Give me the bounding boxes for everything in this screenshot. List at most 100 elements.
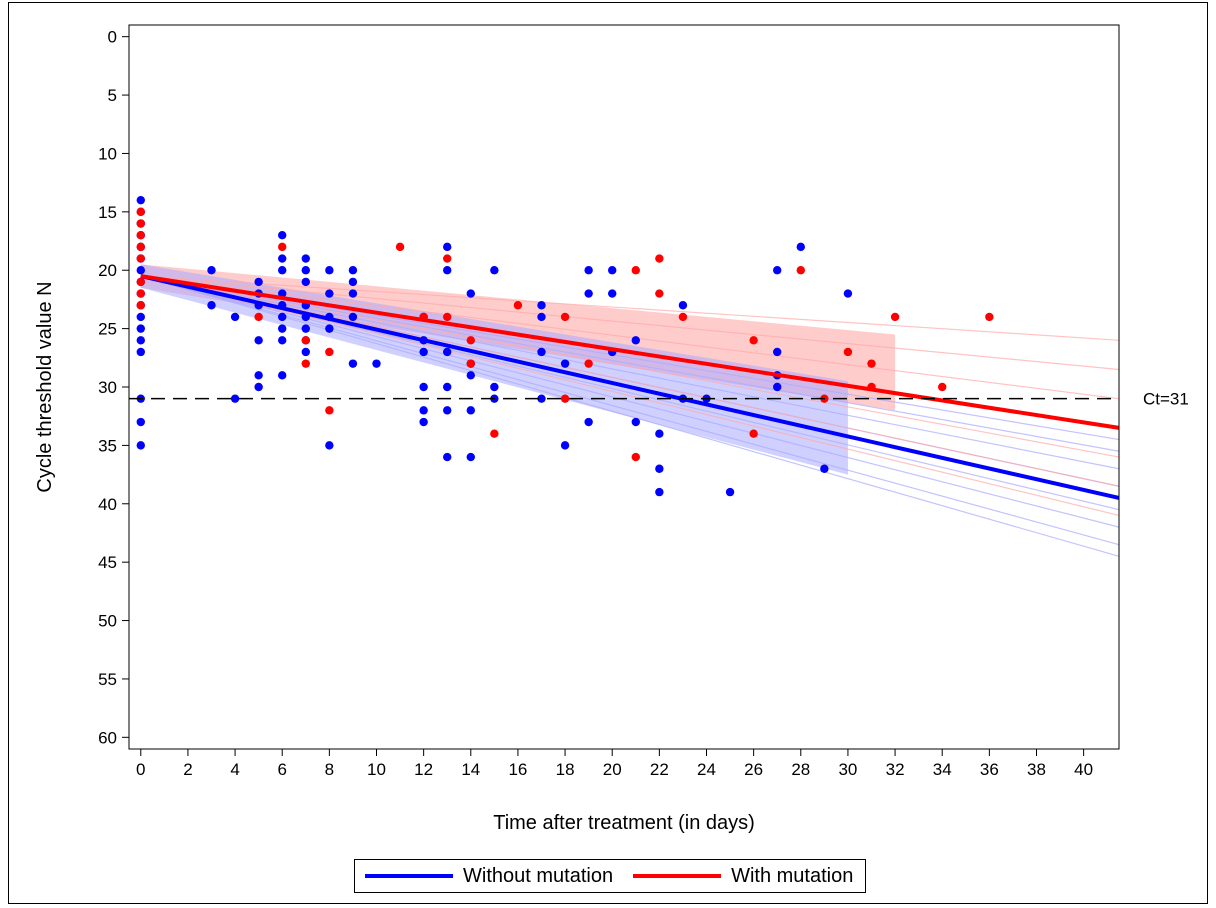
- point-without-mutation-37: [301, 266, 310, 275]
- y-tick-label-10: 10: [98, 144, 117, 163]
- y-axis-title: Cycle threshold value N: [34, 281, 56, 492]
- x-tick-label-28: 28: [791, 760, 810, 779]
- point-without-mutation-88: [631, 417, 640, 427]
- point-without-mutation-76: [537, 312, 546, 322]
- point-with-mutation-23: [560, 394, 570, 403]
- point-with-mutation-39: [985, 312, 994, 322]
- point-with-mutation-20: [490, 429, 499, 438]
- x-tick-label-22: 22: [650, 760, 669, 779]
- point-with-mutation-30: [749, 336, 758, 345]
- legend-item-without-mutation: Without mutation: [365, 865, 613, 888]
- point-with-mutation-13: [325, 406, 334, 415]
- x-tick-label-8: 8: [325, 760, 334, 779]
- point-without-mutation-101: [820, 464, 829, 473]
- x-tick-label-40: 40: [1074, 760, 1093, 779]
- reference-line-label: Ct=31: [1143, 390, 1189, 409]
- point-without-mutation-58: [419, 382, 428, 392]
- x-tick-label-10: 10: [367, 760, 386, 779]
- point-without-mutation-45: [325, 289, 334, 298]
- x-tick-label-18: 18: [556, 760, 575, 779]
- point-without-mutation-66: [443, 452, 452, 462]
- x-tick-label-2: 2: [183, 760, 192, 779]
- y-tick-label-0: 0: [108, 28, 117, 47]
- point-without-mutation-48: [325, 441, 334, 450]
- point-without-mutation-71: [466, 452, 475, 462]
- point-without-mutation-24: [254, 336, 263, 345]
- point-without-mutation-41: [301, 324, 310, 333]
- fit-line-without-mutation: [140, 274, 1120, 500]
- point-with-mutation-21: [513, 301, 523, 310]
- point-without-mutation-53: [348, 359, 358, 368]
- point-with-mutation-6: [136, 289, 145, 298]
- point-with-mutation-12: [325, 347, 334, 357]
- point-with-mutation-24: [584, 359, 593, 368]
- point-without-mutation-6: [136, 266, 145, 275]
- point-with-mutation-14: [395, 242, 405, 252]
- scatter-chart: Ct=31 0 2 4 6 8 10 12 14 16 18 20 22 24 26 28 30 32 34 36 3…: [34, 24, 1189, 834]
- y-tick-label-35: 35: [98, 436, 117, 455]
- point-without-mutation-36: [301, 254, 310, 263]
- fan-line-without-mutation-1: [140, 275, 1120, 546]
- x-tick-label-0: 0: [136, 760, 145, 779]
- point-with-mutation-19: [466, 359, 475, 368]
- x-tick-label-4: 4: [230, 760, 239, 779]
- point-without-mutation-63: [443, 347, 452, 357]
- point-without-mutation-60: [419, 417, 428, 427]
- point-with-mutation-3: [136, 242, 145, 252]
- point-without-mutation-95: [725, 487, 735, 497]
- point-without-mutation-15: [136, 417, 145, 427]
- point-without-mutation-54: [372, 359, 381, 368]
- point-without-mutation-34: [278, 336, 287, 345]
- point-without-mutation-75: [537, 301, 546, 310]
- point-without-mutation-73: [490, 382, 499, 392]
- fan-line-with-mutation-0: [140, 275, 1120, 341]
- point-without-mutation-100: [796, 242, 805, 252]
- point-with-mutation-32: [796, 266, 805, 275]
- point-with-mutation-29: [678, 312, 688, 322]
- fan-line-with-mutation-2: [140, 275, 1120, 400]
- y-tick-label-45: 45: [98, 553, 117, 572]
- point-with-mutation-28: [655, 289, 664, 298]
- point-without-mutation-16: [136, 441, 145, 450]
- point-without-mutation-84: [608, 266, 617, 275]
- point-without-mutation-21: [254, 277, 263, 287]
- point-with-mutation-35: [867, 359, 876, 368]
- point-without-mutation-70: [466, 406, 475, 415]
- x-tick-label-20: 20: [603, 760, 622, 779]
- point-with-mutation-0: [136, 207, 145, 217]
- point-without-mutation-87: [631, 336, 640, 345]
- point-with-mutation-11: [301, 359, 310, 368]
- point-without-mutation-62: [443, 266, 452, 275]
- y-tick-label-30: 30: [98, 378, 117, 397]
- point-with-mutation-38: [938, 382, 947, 392]
- point-without-mutation-77: [537, 347, 546, 357]
- point-with-mutation-31: [749, 429, 758, 438]
- point-with-mutation-4: [136, 254, 145, 263]
- y-tick-label-25: 25: [98, 320, 117, 339]
- legend: Without mutation With mutation: [354, 859, 867, 893]
- point-without-mutation-33: [278, 324, 287, 333]
- fit-line-with-mutation: [140, 274, 1120, 430]
- point-without-mutation-85: [608, 289, 617, 298]
- point-without-mutation-59: [419, 406, 428, 415]
- point-without-mutation-19: [230, 312, 240, 322]
- y-tick-label-40: 40: [98, 495, 117, 514]
- point-with-mutation-34: [843, 347, 853, 357]
- point-without-mutation-38: [301, 277, 310, 287]
- point-without-mutation-52: [348, 312, 358, 322]
- point-without-mutation-79: [560, 359, 570, 368]
- fan-line-with-mutation-3: [140, 275, 1120, 458]
- point-without-mutation-0: [136, 195, 145, 205]
- point-with-mutation-16: [443, 254, 452, 263]
- point-without-mutation-72: [490, 266, 499, 275]
- point-without-mutation-102: [843, 289, 853, 298]
- reference-line-group: Ct=31: [129, 390, 1189, 409]
- y-tick-label-60: 60: [98, 728, 117, 747]
- legend-label-without-mutation: Without mutation: [463, 864, 614, 887]
- point-without-mutation-80: [560, 441, 570, 450]
- fan-line-without-mutation-0: [140, 275, 1120, 557]
- point-with-mutation-22: [560, 312, 570, 322]
- point-without-mutation-64: [443, 382, 452, 392]
- point-with-mutation-1: [136, 219, 145, 228]
- point-with-mutation-10: [301, 336, 310, 345]
